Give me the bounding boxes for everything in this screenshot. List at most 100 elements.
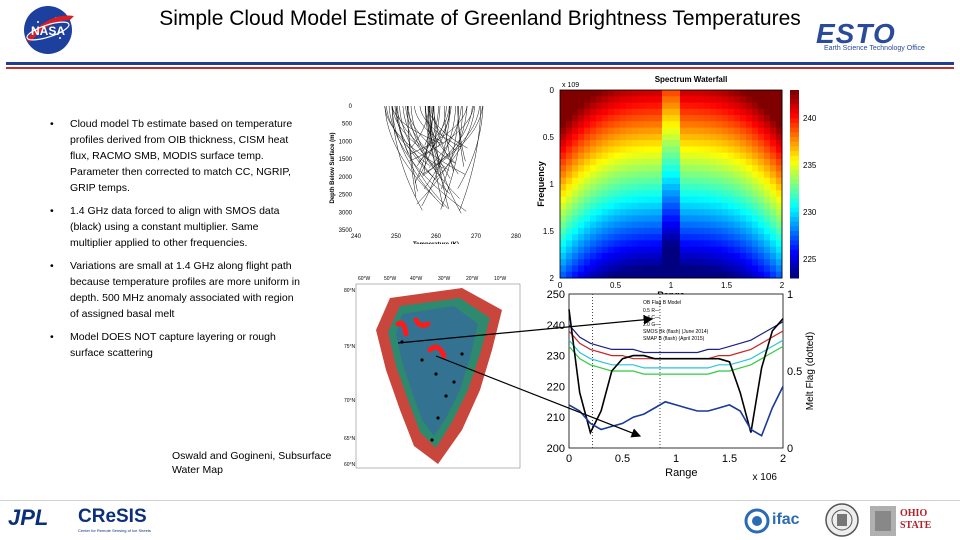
- heatmap-cell: [710, 209, 717, 216]
- heatmap-cell: [596, 215, 603, 223]
- heatmap-cell: [728, 221, 735, 229]
- heatmap-cell: [722, 184, 729, 191]
- heatmap-cell: [644, 108, 651, 116]
- heatmap-cell: [662, 108, 669, 116]
- heatmap-cell: [656, 227, 663, 235]
- heatmap-cell: [680, 215, 687, 223]
- heatmap-cell: [734, 196, 741, 204]
- temperature-profile-line: [459, 105, 482, 211]
- heatmap-cell: [734, 259, 741, 266]
- heatmap-cell: [566, 196, 573, 204]
- svg-text:OHIO: OHIO: [900, 508, 927, 519]
- heatmap-cell: [620, 234, 627, 241]
- heatmap-cell: [602, 196, 609, 204]
- heatmap-cell: [770, 146, 777, 154]
- heatmap-cell: [680, 196, 687, 204]
- heatmap-cell: [572, 171, 579, 179]
- heatmap-cell: [686, 209, 693, 216]
- heatmap-cell: [626, 133, 633, 141]
- heatmap-cell: [680, 96, 687, 104]
- heatmap-cell: [584, 215, 591, 223]
- heatmap-cell: [692, 140, 699, 147]
- heatmap-cell: [602, 102, 609, 110]
- heatmap-cell: [650, 265, 657, 273]
- heatmap-cell: [644, 209, 651, 216]
- heatmap-cell: [746, 171, 753, 179]
- heatmap-cell: [734, 177, 741, 185]
- heatmap-cell: [644, 158, 651, 166]
- heatmap-cell: [734, 227, 741, 235]
- heatmap-cell: [614, 108, 621, 116]
- heatmap-cell: [662, 209, 669, 216]
- heatmap-cell: [608, 215, 615, 223]
- heatmap-cell: [578, 96, 585, 104]
- heatmap-cell: [680, 90, 687, 97]
- heatmap-cell: [638, 115, 645, 122]
- heatmap-cell: [662, 271, 669, 279]
- heatmap-cell: [596, 133, 603, 141]
- heatmap-cell: [692, 234, 699, 241]
- map-citation: Oswald and Gogineni, Subsurface Water Ma…: [172, 450, 332, 476]
- jpl-logo-text: JPL: [8, 505, 49, 530]
- heatmap-cell: [632, 184, 639, 191]
- heatmap-cell: [572, 133, 579, 141]
- heatmap-cell: [734, 96, 741, 104]
- heatmap-cell: [704, 152, 711, 160]
- heatmap-cell: [758, 146, 765, 154]
- heatmap-cell: [620, 158, 627, 166]
- heatmap-cell: [746, 227, 753, 235]
- heatmap-cell: [692, 127, 699, 135]
- heatmap-cell: [728, 265, 735, 273]
- heatmap-cell: [578, 146, 585, 154]
- temperature-profile-line: [429, 105, 462, 214]
- heatmap-cell: [566, 215, 573, 223]
- heatmap-cell: [656, 165, 663, 172]
- heatmap-cell: [770, 121, 777, 129]
- heatmap-cell: [728, 234, 735, 241]
- temperature-profile-line: [419, 105, 462, 148]
- flight-line-point: [400, 340, 404, 344]
- temperature-profile-line: [388, 105, 467, 212]
- heatmap-cell: [572, 227, 579, 235]
- heatmap-cell: [710, 271, 717, 279]
- heatmap-cell: [662, 227, 669, 235]
- heatmap-cell: [614, 202, 621, 210]
- heatmap-cell: [686, 252, 693, 260]
- heatmap-cell: [686, 90, 693, 97]
- heatmap-cell: [692, 96, 699, 104]
- heatmap-cell: [656, 184, 663, 191]
- heatmap-cell: [650, 252, 657, 260]
- heatmap-cell: [596, 240, 603, 248]
- latitude-label: 80°N: [344, 288, 356, 294]
- heatmap-cell: [770, 259, 777, 266]
- heatmap-cell: [734, 171, 741, 179]
- heatmap-cell: [632, 227, 639, 235]
- heatmap-cell: [608, 146, 615, 154]
- heatmap-cell: [728, 252, 735, 260]
- heatmap-cell: [776, 90, 783, 97]
- heatmap-cell: [614, 140, 621, 147]
- heatmap-cell: [686, 246, 693, 254]
- heatmap-cell: [674, 215, 681, 223]
- heatmap-cell: [638, 121, 645, 129]
- heatmap-cell: [734, 140, 741, 147]
- heatmap-cell: [632, 152, 639, 160]
- heatmap-cell: [752, 127, 759, 135]
- heatmap-cell: [752, 133, 759, 141]
- colorbar-cell: [790, 268, 799, 274]
- heatmap-cell: [758, 240, 765, 248]
- heatmap-cell: [656, 221, 663, 229]
- heatmap-cell: [758, 121, 765, 129]
- heatmap-cell: [686, 184, 693, 191]
- heatmap-cell: [716, 265, 723, 273]
- heatmap-cell: [740, 158, 747, 166]
- heatmap-cell: [638, 259, 645, 266]
- heatmap-cell: [626, 227, 633, 235]
- heatmap-cell: [704, 165, 711, 172]
- temperature-profile-line: [392, 105, 420, 147]
- heatmap-cell: [662, 265, 669, 273]
- heatmap-cell: [776, 158, 783, 166]
- heatmap-cell: [572, 158, 579, 166]
- heatmap-cell: [674, 171, 681, 179]
- heatmap-cell: [632, 171, 639, 179]
